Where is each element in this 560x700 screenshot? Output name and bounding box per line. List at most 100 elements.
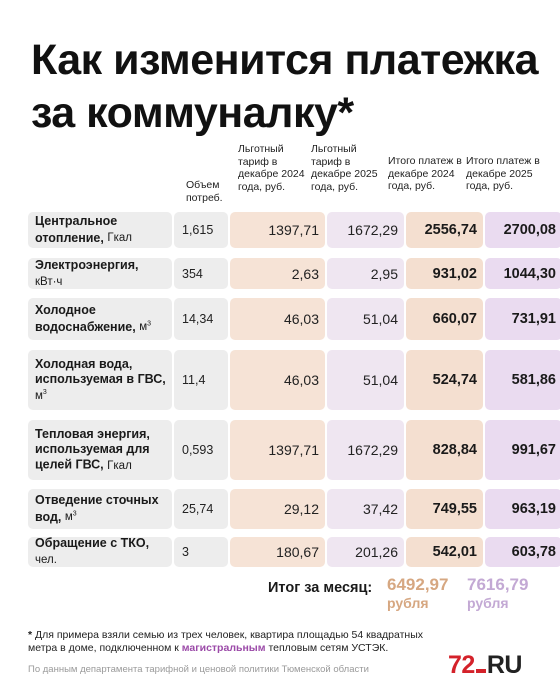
- row-tariff-2024-cell: 46,03: [230, 350, 325, 410]
- title-line-2: за коммуналку*: [31, 89, 354, 137]
- row-total-2025-cell: 581,86: [485, 350, 560, 410]
- row-name-text: Тепловая энергия, используемая для целей…: [35, 426, 150, 472]
- row-unit: м3: [64, 510, 77, 524]
- row-name-text: Холодная вода, используемая в ГВС,: [35, 356, 166, 386]
- table-row: Центральное отопление, Гкал 1,615 1397,7…: [28, 212, 560, 248]
- row-total-2024-cell: 749,55: [406, 489, 483, 529]
- row-tariff-2024: 180,67: [276, 544, 319, 560]
- row-tariff-2025: 2,95: [370, 265, 398, 282]
- row-total-2024: 2556,74: [424, 222, 477, 238]
- row-tariff-2025: 37,42: [362, 501, 398, 517]
- row-tariff-2025-cell: 1672,29: [327, 420, 404, 480]
- row-volume-cell: 354: [174, 258, 228, 289]
- row-total-2024-cell: 660,07: [406, 298, 483, 340]
- source-note: По данным департамента тарифной и ценово…: [28, 664, 369, 675]
- row-tariff-2024: 1397,71: [268, 442, 319, 458]
- row-name-cell: Отведение сточных вод, м3: [28, 489, 172, 529]
- row-name-cell: Обращение с ТКО, чел.: [28, 536, 172, 567]
- row-tariff-2024-cell: 1397,71: [230, 420, 325, 480]
- footnote-highlight: магистральным: [181, 642, 266, 654]
- row-total-2025-cell: 731,91: [485, 298, 560, 340]
- total-2025-value: 7616,79: [467, 575, 529, 594]
- row-volume-cell: 3: [174, 537, 228, 567]
- footnote-text-before: Для примера взяли семью из трех человек,…: [28, 629, 424, 654]
- title-line-1: Как изменится платежка: [31, 36, 539, 84]
- row-name: Холодная вода, используемая в ГВС, м3: [35, 357, 168, 403]
- row-tariff-2025-cell: 201,26: [327, 537, 404, 567]
- row-tariff-2025-cell: 37,42: [327, 489, 404, 529]
- row-total-2025: 2700,08: [503, 222, 556, 238]
- row-total-2025-cell: 963,19: [485, 489, 560, 529]
- logo-number: 72: [448, 651, 475, 679]
- header-total-2025: Итого платеж в декабре 2025 года, руб.: [466, 155, 540, 192]
- page-title: Как изменится платежка за коммуналку*: [31, 34, 541, 140]
- total-2024-value: 6492,97: [387, 575, 449, 594]
- row-tariff-2025: 51,04: [362, 311, 398, 327]
- table-row: Холодная вода, используемая в ГВС, м3 11…: [28, 350, 560, 410]
- row-unit-sup: 3: [147, 320, 152, 328]
- row-tariff-2024: 29,12: [283, 501, 319, 517]
- total-2025-currency: рубля: [467, 595, 509, 611]
- row-total-2025-cell: 603,78: [485, 537, 560, 567]
- row-tariff-2024: 46,03: [283, 311, 319, 327]
- row-name-cell: Центральное отопление, Гкал: [28, 212, 172, 248]
- header-total-2024: Итого платеж в декабре 2024 года, руб.: [388, 155, 462, 192]
- row-total-2025: 1044,30: [503, 265, 556, 282]
- row-name: Центральное отопление, Гкал: [35, 214, 168, 246]
- row-name-text: Обращение с ТКО,: [35, 536, 150, 551]
- row-volume: 3: [182, 545, 189, 559]
- row-unit: кВт·ч: [35, 276, 62, 288]
- row-tariff-2025: 1672,29: [347, 442, 398, 458]
- row-tariff-2025-cell: 51,04: [327, 298, 404, 340]
- row-total-2024: 749,55: [432, 501, 477, 517]
- row-tariff-2024-cell: 2,63: [230, 258, 325, 289]
- row-volume-cell: 11,4: [174, 350, 228, 410]
- row-name: Тепловая энергия, используемая для целей…: [35, 427, 168, 473]
- row-name-cell: Холодная вода, используемая в ГВС, м3: [28, 350, 172, 410]
- row-total-2025: 991,67: [511, 442, 556, 458]
- row-volume-cell: 1,615: [174, 212, 228, 248]
- row-total-2024-cell: 931,02: [406, 258, 483, 289]
- row-unit-sup: 3: [72, 510, 77, 518]
- total-2024: 6492,97 рубля: [387, 575, 448, 612]
- total-2025: 7616,79 рубля: [467, 575, 528, 612]
- row-name: Электроэнергия, кВт·ч: [35, 258, 168, 290]
- header-tariff-2024: Льготный тариф в декабре 2024 года, руб.: [238, 143, 305, 193]
- row-total-2024: 828,84: [432, 442, 477, 458]
- row-unit-text: Гкал: [107, 232, 132, 245]
- row-total-2024: 542,01: [432, 544, 477, 560]
- table-row: Тепловая энергия, используемая для целей…: [28, 420, 560, 480]
- row-total-2025: 731,91: [511, 311, 556, 327]
- row-total-2024: 931,02: [432, 265, 477, 282]
- header-tariff-2025: Льготный тариф в декабре 2025 года, руб.: [311, 143, 378, 193]
- row-name-cell: Холодное водоснабжение, м3: [28, 298, 172, 340]
- row-unit: м3: [139, 320, 152, 334]
- row-unit-text: м: [139, 321, 148, 334]
- row-total-2025-cell: 1044,30: [485, 258, 560, 289]
- row-total-2024-cell: 828,84: [406, 420, 483, 480]
- row-name: Отведение сточных вод, м3: [35, 493, 168, 525]
- row-tariff-2024-cell: 46,03: [230, 298, 325, 340]
- row-tariff-2024: 46,03: [283, 372, 319, 388]
- row-volume-cell: 25,74: [174, 489, 228, 529]
- row-total-2024-cell: 542,01: [406, 537, 483, 567]
- site-logo[interactable]: 72 RU: [448, 651, 522, 679]
- row-name: Холодное водоснабжение, м3: [35, 303, 168, 335]
- row-tariff-2025: 201,26: [355, 544, 398, 560]
- row-tariff-2025-cell: 51,04: [327, 350, 404, 410]
- row-total-2025: 963,19: [511, 501, 556, 517]
- row-total-2024: 660,07: [432, 311, 477, 327]
- row-unit-text: м: [64, 511, 73, 524]
- row-unit-text: м: [35, 389, 43, 402]
- table-row: Электроэнергия, кВт·ч 354 2,63 2,95 931,…: [28, 258, 560, 290]
- row-tariff-2024: 1397,71: [268, 222, 319, 238]
- row-volume: 25,74: [182, 502, 214, 516]
- row-volume-cell: 0,593: [174, 420, 228, 480]
- row-total-2024: 524,74: [432, 372, 477, 388]
- row-total-2025: 603,78: [511, 544, 556, 560]
- row-unit: м3: [35, 389, 47, 402]
- row-tariff-2025: 1672,29: [347, 222, 398, 238]
- row-name-text: Электроэнергия,: [35, 257, 139, 272]
- row-tariff-2025-cell: 2,95: [327, 258, 404, 289]
- row-name-text: Холодное водоснабжение,: [35, 303, 136, 334]
